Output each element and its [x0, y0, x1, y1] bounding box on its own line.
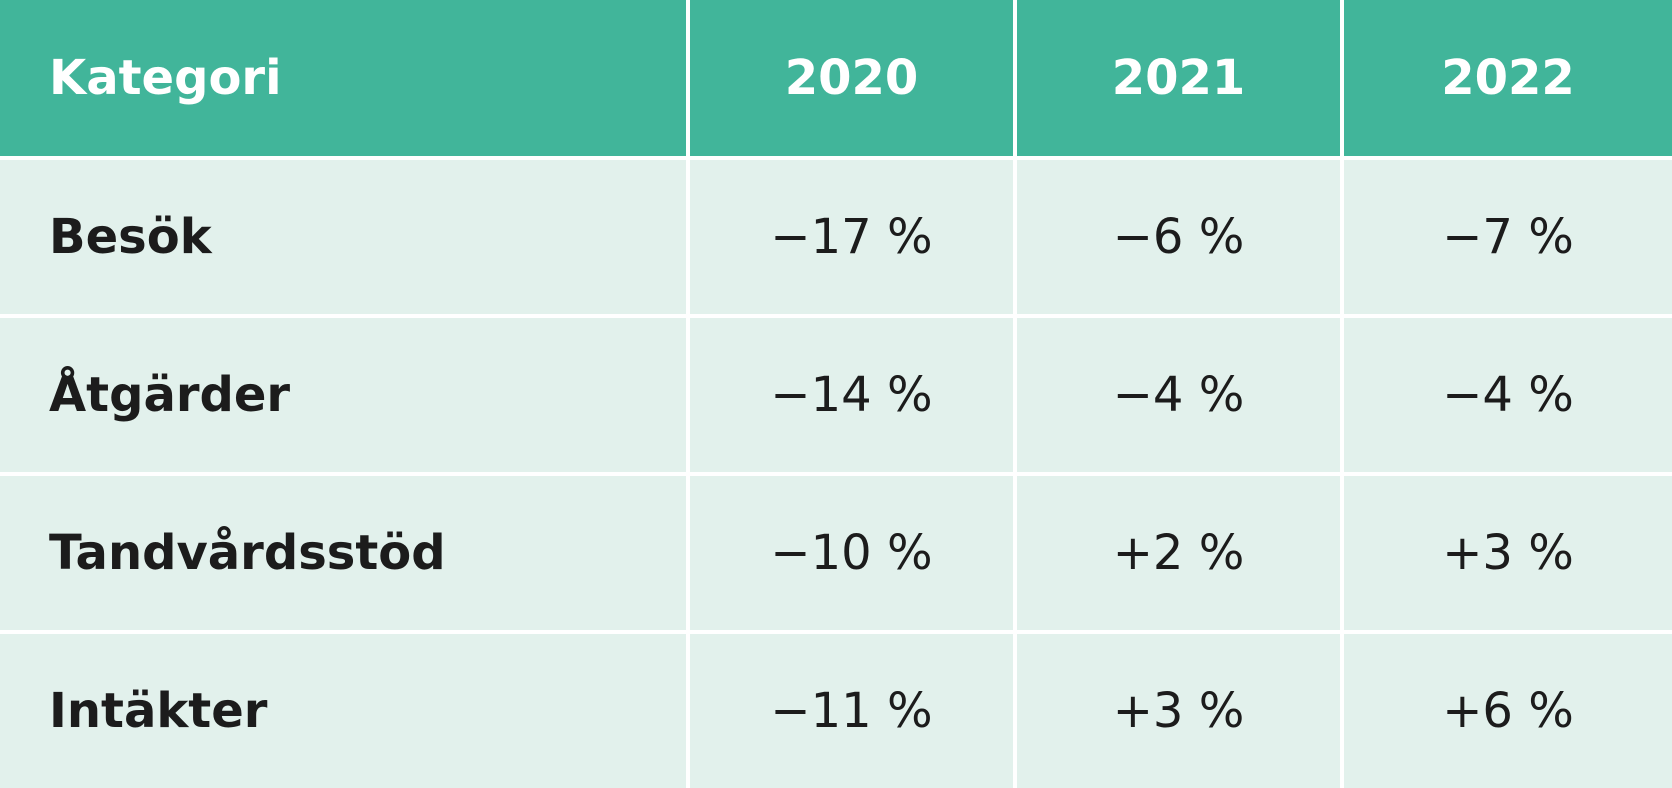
header-cell: 2020 [690, 0, 1013, 156]
value-cell: +2 % [1017, 476, 1340, 630]
header-cell: 2021 [1017, 0, 1340, 156]
value-cell: −10 % [690, 476, 1013, 630]
row-label: Intäkter [0, 634, 686, 788]
row-label: Besök [0, 160, 686, 314]
value-cell: −4 % [1017, 318, 1340, 472]
header-cell: 2022 [1344, 0, 1672, 156]
value-cell: +3 % [1344, 476, 1672, 630]
value-cell: −11 % [690, 634, 1013, 788]
value-cell: −6 % [1017, 160, 1340, 314]
value-cell: −14 % [690, 318, 1013, 472]
value-cell: +3 % [1017, 634, 1340, 788]
row-label: Åtgärder [0, 318, 686, 472]
row-label: Tandvårdsstöd [0, 476, 686, 630]
value-cell: −4 % [1344, 318, 1672, 472]
value-cell: −7 % [1344, 160, 1672, 314]
header-cell: Kategori [0, 0, 686, 156]
value-cell: +6 % [1344, 634, 1672, 788]
value-cell: −17 % [690, 160, 1013, 314]
